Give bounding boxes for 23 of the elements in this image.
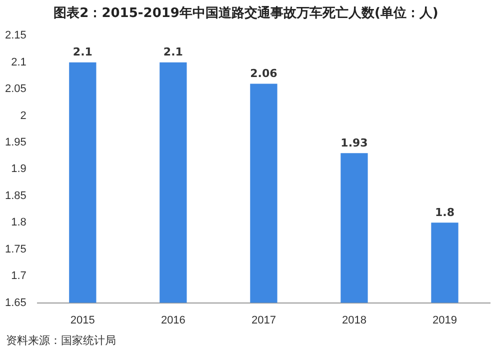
data-label: 1.8: [434, 206, 454, 219]
text: 资料来源：国家统计局: [6, 333, 116, 348]
y-tick-label: 2.1: [11, 56, 26, 68]
chart-title: 图表2：2015-2019年中国道路交通事故万车死亡人数(单位：人): [54, 5, 438, 22]
y-tick-label: 1.85: [4, 190, 26, 202]
y-tick-label: 1.8: [11, 216, 26, 229]
y-tick-label: 1.65: [4, 296, 26, 309]
x-tick-label: 2016: [160, 314, 186, 326]
y-tick-label: 1.9: [11, 163, 26, 176]
data-label: 2.1: [72, 46, 92, 59]
y-tick-label: 1.7: [11, 270, 26, 282]
x-tick-label: 2017: [251, 314, 276, 326]
y-tick-label: 2.15: [4, 30, 26, 42]
x-tick-label: 2015: [70, 314, 95, 326]
data-label: 2.1: [163, 46, 183, 59]
data-label: 1.93: [340, 136, 368, 150]
y-tick-label: 1.75: [4, 243, 26, 256]
y-tick-label: 2: [20, 110, 26, 122]
x-tick-label: 2019: [432, 314, 457, 326]
y-tick-label: 2.05: [4, 83, 26, 96]
x-tick-label: 2018: [342, 314, 366, 326]
data-label: 2.06: [250, 67, 278, 80]
y-tick-label: 1.95: [4, 136, 26, 149]
